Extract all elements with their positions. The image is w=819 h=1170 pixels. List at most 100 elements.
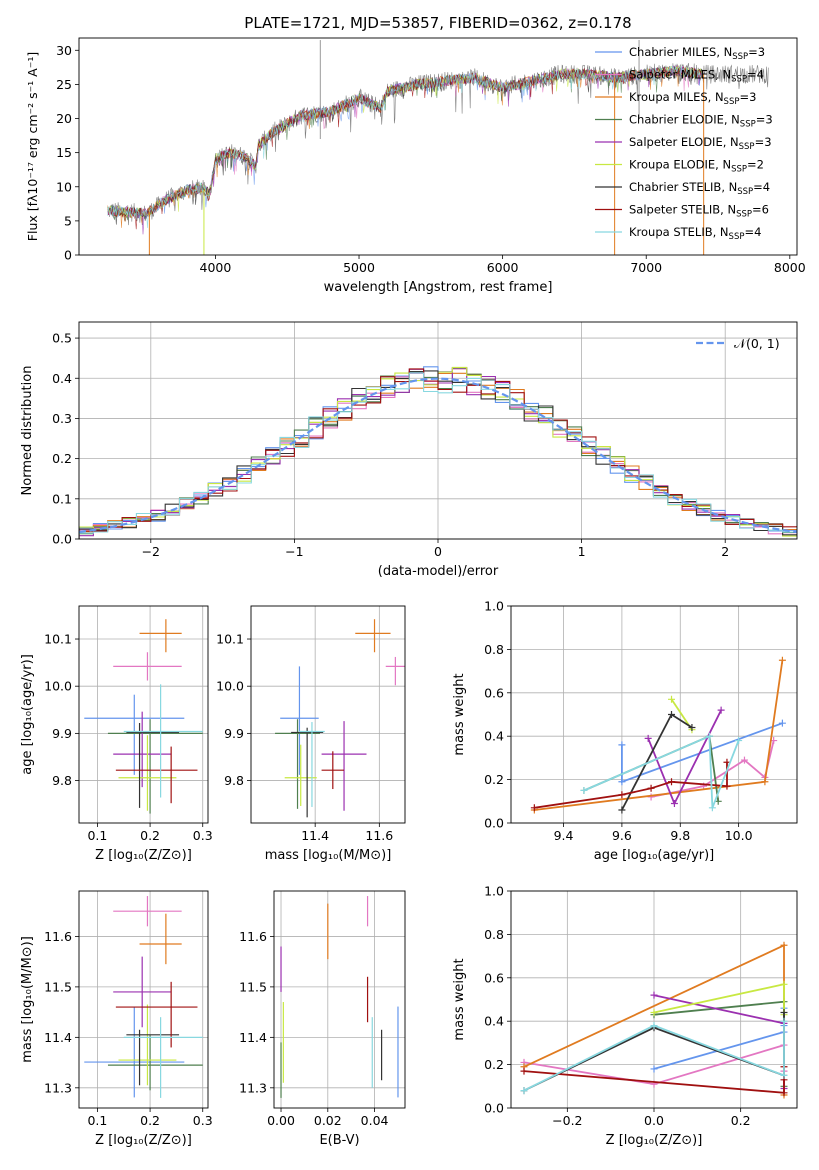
x-tick-label: 0.02 xyxy=(314,1113,342,1128)
legend-label-sub: SSP xyxy=(739,142,755,152)
errorbar-chabrier_elodie xyxy=(107,719,203,814)
y-tick-label: 9.9 xyxy=(224,726,244,741)
y-tick-label: 9.8 xyxy=(224,773,244,788)
series-chabrier_miles xyxy=(618,719,786,786)
series-chabrier_elodie xyxy=(650,998,788,1090)
series-chabrier_miles xyxy=(650,1004,788,1073)
legend-label-sub: SSP xyxy=(737,187,753,197)
series-marker xyxy=(688,724,696,732)
x-tick-label: 7000 xyxy=(630,260,662,275)
legend-label-name: Salpeter MILES, N xyxy=(629,68,731,82)
weight_vs_Z-frame xyxy=(510,890,798,1109)
y-axis-label: age [log₁₀(age/yr)] xyxy=(20,654,35,775)
x-tick-label: 0 xyxy=(434,544,442,559)
y-tick-label: 10.1 xyxy=(44,632,72,647)
figure-title: PLATE=1721, MJD=53857, FIBERID=0362, z=0… xyxy=(244,14,631,32)
errorbar-kroupa_miles xyxy=(139,913,182,965)
errorbar-chabrier_stelib xyxy=(126,1029,180,1086)
errorbar-salpeter_stelib xyxy=(115,746,198,804)
y-tick-label: 0.4 xyxy=(52,371,72,386)
mass_vs_Z-frame xyxy=(78,890,209,1109)
series-line xyxy=(653,1008,785,1070)
series-marker xyxy=(778,656,786,664)
errorbar-kroupa_miles xyxy=(139,619,182,653)
errorbar-salpeter_miles xyxy=(113,896,182,927)
legend-entry-chabrier_miles: Chabrier MILES, NSSP=3 xyxy=(595,45,765,62)
errorbar-chabrier_miles xyxy=(84,1006,185,1098)
legend-entry-chabrier_elodie: Chabrier ELODIE, NSSP=3 xyxy=(595,113,773,130)
residuals-plot-area xyxy=(79,366,797,539)
legend-entry-salpeter_miles: Salpeter MILES, NSSP=4 xyxy=(595,68,764,85)
series-marker xyxy=(650,1022,658,1030)
legend-label: Kroupa MILES, NSSP=3 xyxy=(629,90,756,107)
model-spectrum-kroupa_stelib xyxy=(107,65,704,229)
errorbar-salpeter_elodie xyxy=(113,711,172,788)
legend-label-sub: SSP xyxy=(731,165,747,175)
series-marker xyxy=(780,980,788,988)
series-marker xyxy=(618,741,626,749)
errorbar-salpeter_miles xyxy=(385,656,405,686)
x-axis-label: E(B-V) xyxy=(319,1133,359,1148)
series-kroupa_stelib xyxy=(520,1017,788,1095)
series-marker xyxy=(650,1009,658,1017)
errorbar-chabrier_stelib xyxy=(126,722,180,808)
legend-label-sub: SSP xyxy=(729,232,745,242)
y-tick-label: 0.0 xyxy=(484,1101,504,1116)
y-tick-label: 0.2 xyxy=(484,772,504,787)
weight_vs_age-plot-area xyxy=(530,656,786,814)
errorbar-kroupa_elodie xyxy=(118,735,177,811)
x-tick-label: 8000 xyxy=(774,260,806,275)
mass_vs_ebv-panel: 0.00 0.02 0.04 11.3 11.4 11.5 11.6 E(B-V) xyxy=(239,890,406,1148)
y-axis-label: mass weight xyxy=(452,673,467,755)
series-chabrier_stelib xyxy=(618,711,696,814)
x-tick-label: −1 xyxy=(285,544,303,559)
legend-entry-chabrier_stelib: Chabrier STELIB, NSSP=4 xyxy=(595,180,770,197)
age_vs_mass-plot-area xyxy=(275,619,405,818)
series-marker xyxy=(780,1089,788,1097)
legend-label-sub: SSP xyxy=(724,97,740,107)
y-tick-label: 0.2 xyxy=(484,1057,504,1072)
x-tick-label: 0.0 xyxy=(644,1113,664,1128)
weight_vs_Z-panel: −0.2 0.0 0.2 0.0 0.2 0.4 0.6 0.8 1.0 Z [log₁₀(Z/Z… xyxy=(452,884,798,1148)
y-axis-label: Flux [fλ10⁻¹⁷ erg cm⁻² s⁻¹ A⁻¹] xyxy=(25,52,40,241)
series-line xyxy=(621,722,783,784)
residuals-panel: −2 −1 0 1 2 0.0 0.1 0.2 0.3 0.4 0.5 (data-model)/er… xyxy=(20,321,798,579)
errorbar-salpeter_elodie xyxy=(113,956,172,1028)
legend-entry-kroupa_elodie: Kroupa ELODIE, NSSP=2 xyxy=(595,158,764,175)
series-marker xyxy=(520,1067,528,1075)
legend-label-suffix: =3 xyxy=(755,135,772,149)
mass_vs_Z-panel: 0.1 0.2 0.3 11.3 11.4 11.5 11.6 Z [log₁₀(Z/Z⊙)]… xyxy=(20,890,213,1148)
legend-label: Kroupa ELODIE, NSSP=2 xyxy=(629,158,764,175)
series-marker xyxy=(705,732,713,740)
x-tick-label: 0.04 xyxy=(361,1113,389,1128)
series-marker xyxy=(530,804,538,812)
legend-label-suffix: =2 xyxy=(747,158,764,172)
legend-entry-kroupa_stelib: Kroupa STELIB, NSSP=4 xyxy=(595,225,761,242)
x-axis-label: Z [log₁₀(Z/Z⊙)] xyxy=(95,1133,192,1148)
mass_vs_Z-plot-area xyxy=(84,896,203,1098)
series-salpeter_elodie xyxy=(650,991,788,1092)
series-marker xyxy=(618,791,626,799)
x-tick-label: 9.4 xyxy=(554,828,574,843)
series-marker xyxy=(780,1017,788,1025)
y-tick-label: 9.9 xyxy=(52,726,72,741)
age_vs_Z-plot-area xyxy=(84,619,203,814)
y-tick-label: 1.0 xyxy=(484,599,504,614)
x-tick-label: −0.2 xyxy=(552,1113,582,1128)
series-marker xyxy=(647,784,655,792)
y-tick-label: 15 xyxy=(56,145,72,160)
y-tick-label: 10.1 xyxy=(216,632,244,647)
legend-entry-kroupa_miles: Kroupa MILES, NSSP=3 xyxy=(595,90,756,107)
histogram-kroupa_stelib xyxy=(79,372,797,539)
series-marker xyxy=(780,1009,788,1017)
y-tick-label: 5 xyxy=(64,213,72,228)
errorbar-chabrier_stelib xyxy=(291,727,324,818)
series-marker xyxy=(780,1071,788,1079)
series-kroupa_stelib xyxy=(580,732,743,812)
legend-label-suffix: =6 xyxy=(752,203,769,217)
errorbar-kroupa_stelib xyxy=(123,1017,203,1098)
y-tick-label: 30 xyxy=(56,43,72,58)
errorbar-salpeter_stelib xyxy=(115,981,198,1048)
y-tick-label: 0.5 xyxy=(52,331,72,346)
